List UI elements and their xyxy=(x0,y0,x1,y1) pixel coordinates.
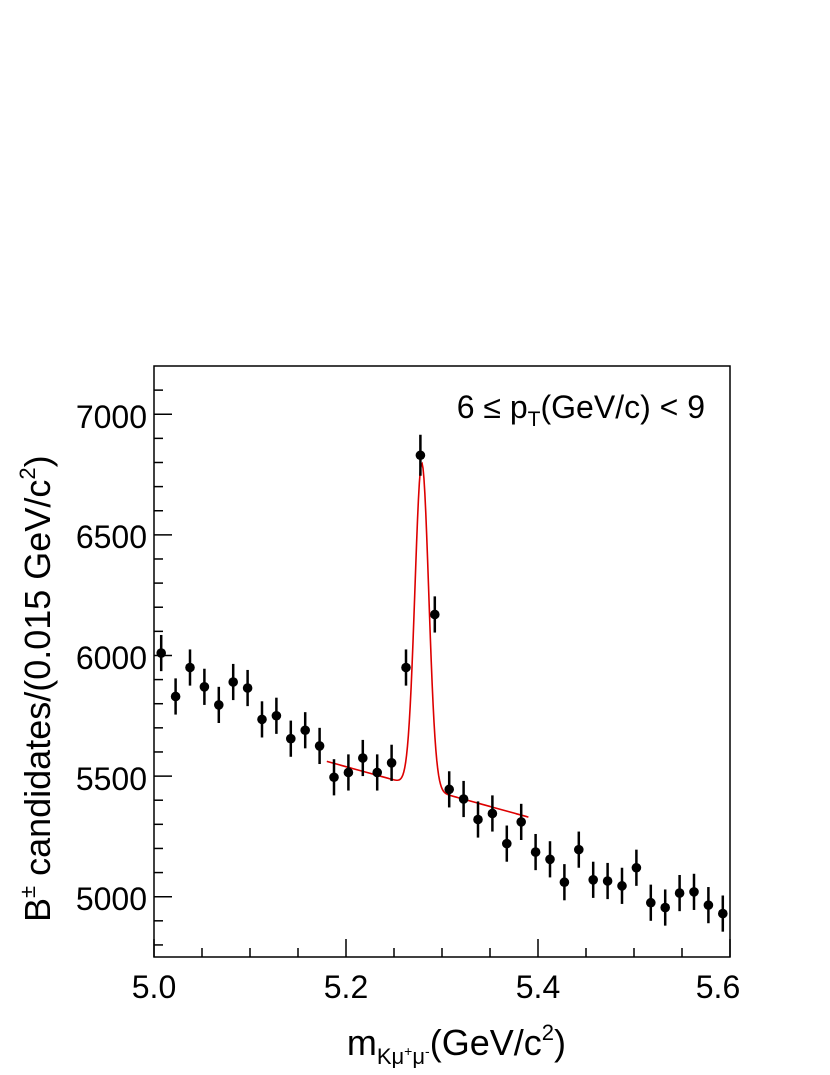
data-point xyxy=(199,682,210,692)
data-point xyxy=(660,902,670,913)
data-point xyxy=(170,691,181,702)
data-point xyxy=(329,772,339,783)
x-label-sub2: μ xyxy=(412,1044,425,1069)
y-label-text-sup: 2 xyxy=(15,467,40,479)
x-tick-label: 5.0 xyxy=(132,969,176,1005)
x-label-subsup2: - xyxy=(425,1043,430,1059)
data-point xyxy=(185,662,195,673)
data-point xyxy=(343,767,354,778)
y-axis-label: B± candidates/(0.015 GeV/c2) xyxy=(15,455,58,922)
annotation-sub: T xyxy=(528,408,541,431)
y-label-text: candidates/(0.015 GeV/c xyxy=(17,480,58,886)
x-label-main: m xyxy=(347,1022,377,1063)
data-point xyxy=(574,844,584,855)
y-tick-label: 6500 xyxy=(76,519,147,555)
data-point xyxy=(689,887,699,897)
data-point xyxy=(358,753,368,763)
y-tick-label: 5500 xyxy=(76,761,147,797)
y-label-main: B xyxy=(17,898,58,922)
data-point xyxy=(473,814,483,825)
plot-frame xyxy=(153,365,731,958)
data-point xyxy=(674,888,685,898)
data-points xyxy=(156,434,728,932)
data-point xyxy=(718,908,728,919)
data-point xyxy=(430,609,440,620)
data-point xyxy=(415,450,426,461)
x-axis-label: mKμ+μ-(GeV/c2) xyxy=(347,1020,566,1069)
annotation-text: 6 ≤ pT(GeV/c) < 9 xyxy=(457,389,705,431)
y-label-end: ) xyxy=(17,455,58,467)
data-point xyxy=(631,862,642,873)
data-point xyxy=(401,662,411,673)
x-tick-label: 5.6 xyxy=(696,969,740,1005)
data-point xyxy=(286,733,296,744)
data-point xyxy=(516,817,526,827)
y-label-sup: ± xyxy=(15,886,40,898)
data-point xyxy=(458,794,469,804)
y-tick-label: 6000 xyxy=(76,640,147,676)
data-point xyxy=(214,700,224,710)
data-point xyxy=(502,838,512,849)
data-point xyxy=(257,714,267,725)
data-point xyxy=(271,710,282,721)
data-point xyxy=(588,875,598,885)
data-point xyxy=(228,677,238,687)
data-point xyxy=(300,725,311,736)
x-label-sub: Kμ xyxy=(377,1044,404,1069)
axis-ticks xyxy=(153,389,731,957)
data-point xyxy=(487,808,498,819)
fit-curve xyxy=(326,461,529,818)
x-label-unit-end: ) xyxy=(554,1022,566,1063)
annotation-prefix: 6 ≤ p xyxy=(457,389,528,425)
data-point xyxy=(703,900,714,910)
x-tick-label: 5.4 xyxy=(516,969,560,1005)
y-tick-label: 5000 xyxy=(76,881,147,917)
annotation-suffix: (GeV/c) < 9 xyxy=(541,389,706,425)
data-point xyxy=(545,854,555,865)
data-point xyxy=(156,648,166,658)
x-label-unit-sup: 2 xyxy=(542,1020,554,1045)
data-point xyxy=(559,877,570,888)
data-point xyxy=(617,881,627,891)
x-label-unit: (GeV/c xyxy=(430,1022,542,1063)
data-point xyxy=(530,847,541,857)
data-point xyxy=(372,767,383,778)
data-point xyxy=(386,758,397,768)
data-point xyxy=(444,784,455,795)
data-point xyxy=(314,741,325,751)
x-label-subsup1: + xyxy=(404,1043,412,1059)
y-tick-label: 7000 xyxy=(76,399,147,435)
x-tick-label: 5.2 xyxy=(324,969,368,1005)
data-point xyxy=(646,897,656,908)
data-point xyxy=(602,876,613,886)
fit-layer xyxy=(326,461,529,818)
data-point xyxy=(242,683,253,693)
